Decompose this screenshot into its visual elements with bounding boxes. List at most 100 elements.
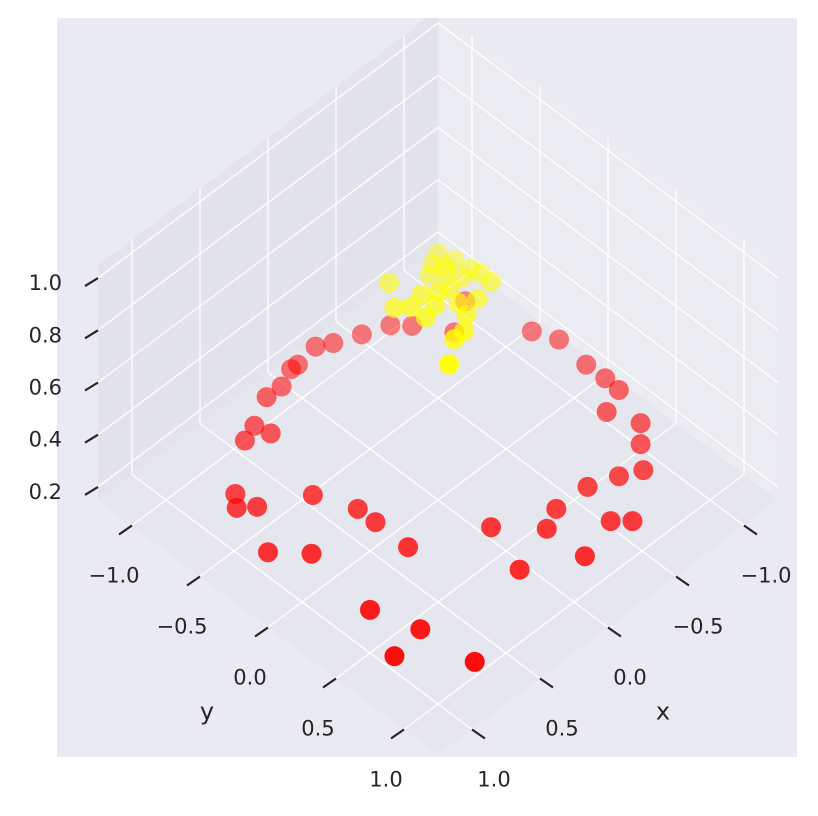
point [521, 321, 542, 342]
point [453, 321, 474, 342]
point [595, 368, 616, 389]
point [351, 324, 372, 345]
grid-line [97, 22, 439, 279]
point [425, 295, 446, 316]
point [481, 517, 502, 538]
grid-line [97, 74, 439, 331]
tick-mark [322, 677, 337, 689]
x-tick-label: 0.0 [613, 666, 646, 690]
y-tick-label: −0.5 [157, 615, 208, 639]
tick-mark [118, 524, 133, 536]
point [576, 354, 597, 375]
ticks: −1.0 −0.5 0.0 0.5 1.0 −1.0 −0.5 0.0 0.5 1.0 0.2 0.4… [29, 271, 792, 791]
tick-mark [186, 575, 201, 587]
point [271, 376, 292, 397]
point [400, 296, 421, 317]
point [428, 243, 448, 264]
point [464, 651, 485, 672]
grid-line [97, 179, 439, 436]
point [244, 415, 265, 436]
tick-mark [675, 575, 690, 587]
point [247, 496, 268, 517]
point [630, 413, 651, 434]
x-axis-label: x [656, 698, 670, 726]
point [448, 292, 469, 313]
z-tick-label: 0.6 [29, 376, 62, 400]
point [549, 329, 570, 350]
grid-line [267, 371, 609, 629]
y-tick-label: 0.0 [233, 666, 266, 690]
point [287, 354, 308, 375]
point [258, 542, 278, 563]
point [347, 498, 368, 519]
point [398, 537, 419, 558]
point [360, 599, 380, 620]
grid-line [335, 422, 677, 680]
point [302, 485, 323, 506]
point [260, 423, 281, 444]
grid [97, 22, 779, 731]
point [379, 272, 400, 293]
grid-line [403, 473, 745, 731]
point [546, 498, 567, 519]
point [622, 511, 643, 532]
x-tick-label: −1.0 [741, 564, 792, 588]
grid-line [437, 74, 779, 331]
point [380, 315, 401, 336]
z-tick-label: 1.0 [29, 271, 62, 295]
x-tick-label: 0.5 [545, 717, 578, 741]
point [633, 460, 654, 481]
grid-line [199, 320, 541, 578]
point [577, 476, 598, 497]
grid-line [437, 22, 779, 279]
point [384, 646, 405, 667]
point [234, 430, 255, 451]
point [630, 434, 651, 455]
point [305, 336, 326, 357]
point [365, 512, 386, 533]
grid-line [97, 231, 439, 488]
y-tick-label: 0.5 [301, 717, 334, 741]
point [536, 518, 557, 539]
tick-mark [84, 381, 99, 392]
points [225, 243, 654, 672]
tick-mark [84, 329, 99, 340]
x-tick-label: −0.5 [673, 615, 724, 639]
point [438, 354, 459, 375]
point [608, 466, 629, 487]
tick-mark [84, 277, 99, 287]
grid-line [97, 126, 439, 384]
point [225, 484, 246, 505]
point [301, 543, 322, 564]
tick-mark [539, 677, 554, 689]
point [323, 333, 344, 354]
point [467, 288, 488, 309]
point [608, 379, 629, 400]
grid-line [437, 126, 779, 384]
point [600, 511, 621, 532]
tick-mark [84, 433, 99, 444]
grid-line [437, 179, 779, 436]
y-tick-label: 1.0 [369, 768, 402, 792]
z-tick-label: 0.2 [29, 480, 62, 504]
point [410, 619, 431, 640]
point [596, 401, 617, 422]
point [436, 262, 457, 283]
tick-mark [743, 524, 758, 536]
tick-mark [471, 728, 486, 740]
point [256, 387, 277, 408]
tick-mark [254, 626, 269, 638]
point [481, 271, 502, 292]
point [419, 264, 440, 285]
tick-mark [84, 486, 99, 496]
y-axis-label: y [200, 698, 214, 726]
z-tick-label: 0.4 [29, 428, 62, 452]
y-tick-label: −1.0 [89, 564, 140, 588]
tick-mark [607, 626, 622, 638]
tick-mark [390, 728, 405, 740]
point [574, 546, 595, 567]
point [384, 298, 405, 319]
z-tick-label: 0.8 [29, 323, 62, 347]
